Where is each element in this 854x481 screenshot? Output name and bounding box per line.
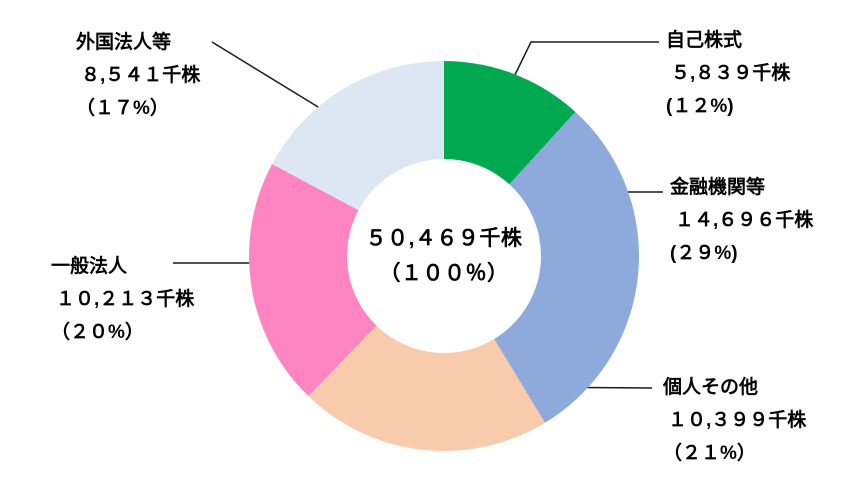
callout-individuals-others: 個人その他 １０,３９９千株 （２１%）	[663, 371, 806, 470]
slice-shares: １０,２１３千株	[56, 289, 195, 310]
slice-shares: ５,８３９千株	[671, 63, 791, 84]
donut-hole: ５０,４６９千株 （１００％）	[347, 159, 541, 353]
callout-treasury-stock: 自己株式 ５,８３９千株 (１２%)	[666, 24, 790, 123]
leader-line-foreign-corporations	[211, 41, 324, 111]
callout-general-corporations: 一般法人 １０,２１３千株 （２０%）	[51, 250, 194, 349]
slice-shares: ８,５４１千株	[81, 65, 201, 86]
slice-shares: １０,３９９千株	[668, 410, 807, 431]
slice-name: 一般法人	[51, 256, 128, 277]
slice-percent: (１２%)	[666, 96, 734, 117]
leader-line-treasury-stock	[509, 41, 659, 86]
slice-percent: （１７%）	[76, 98, 169, 119]
slice-percent: （２１%）	[663, 443, 756, 464]
slice-name: 外国法人等	[76, 32, 172, 53]
slice-percent: (２９%)	[670, 243, 738, 264]
slice-name: 金融機関等	[670, 177, 766, 198]
slice-percent: （２０%）	[51, 322, 144, 343]
slice-name: 自己株式	[666, 30, 743, 51]
slice-shares: １４,６９６千株	[675, 210, 814, 231]
slice-name: 個人その他	[663, 377, 759, 398]
callout-foreign-corporations: 外国法人等 ８,５４１千株 （１７%）	[76, 26, 200, 125]
callout-financial-institutions: 金融機関等 １４,６９６千株 (２９%)	[670, 171, 813, 270]
center-total-percent: （１００％）	[379, 262, 509, 285]
center-total-shares: ５０,４６９千株	[365, 227, 523, 250]
